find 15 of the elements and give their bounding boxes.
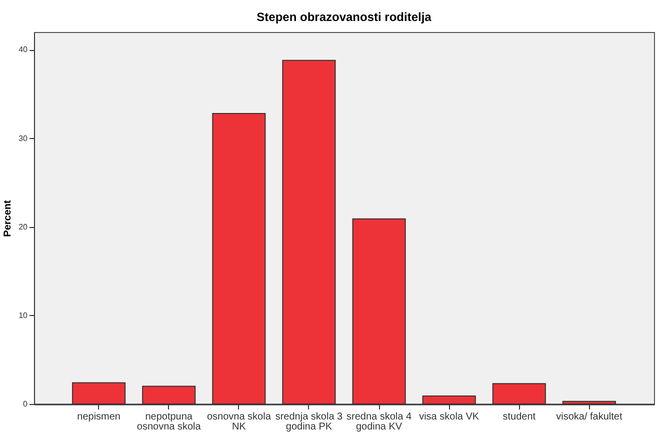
x-tick-label: student (502, 412, 536, 422)
chart-title: Stepen obrazovanosti roditelja (256, 10, 432, 24)
y-tick-label: 0 (23, 400, 28, 408)
x-tick-label: visoka/ fakultet (556, 412, 622, 422)
x-tick-label: srednja skola 3 godina PK (275, 412, 344, 432)
x-tick-label: nepismen (77, 412, 120, 422)
x-tick-label: sredna skola 4 godina KV (346, 412, 412, 432)
x-tick-label: visa skola VK (419, 412, 480, 422)
y-tick-label: 30 (18, 134, 28, 143)
y-axis-title: Percent (2, 199, 14, 237)
y-tick-label: 20 (18, 222, 28, 232)
x-tick-label: osnovna skola NK (206, 412, 272, 432)
x-tick-label: nepotpuna osnovna skola (136, 412, 202, 432)
y-tick-label: 40 (18, 45, 28, 54)
y-tick-label: 10 (18, 310, 28, 320)
